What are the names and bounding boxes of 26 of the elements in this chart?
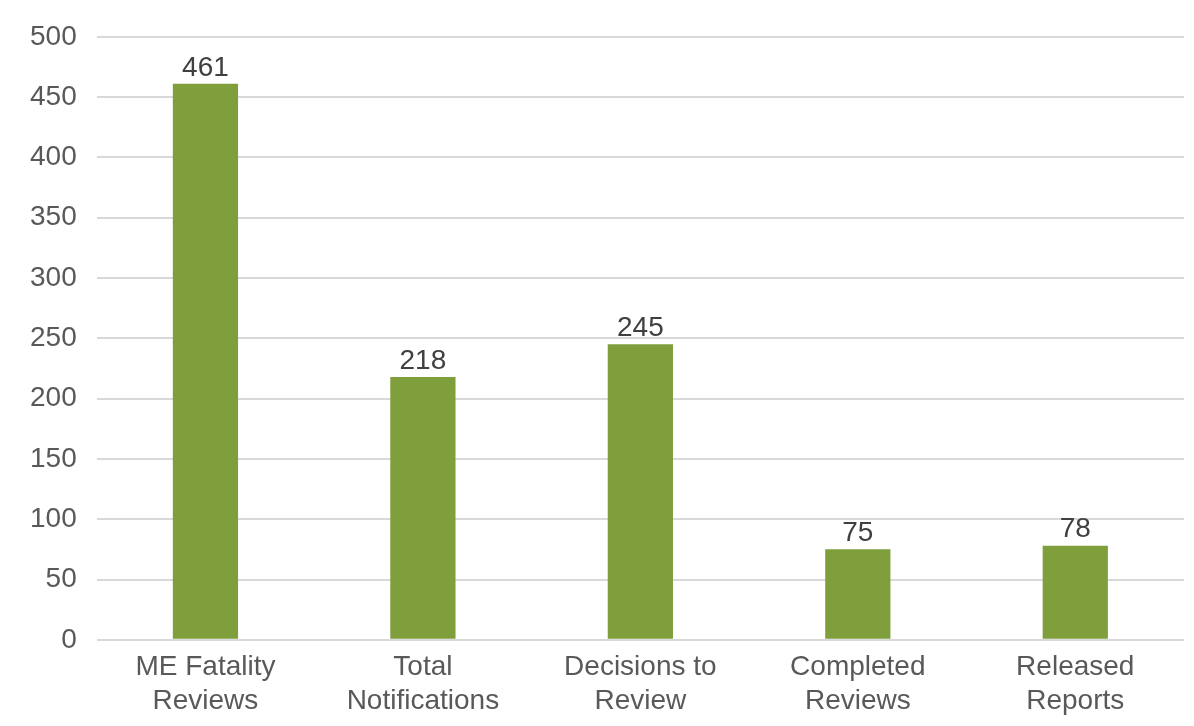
- bar: [825, 549, 891, 639]
- x-tick-label: Decisions to Review: [564, 650, 717, 715]
- y-tick-label: 400: [30, 140, 77, 172]
- data-label: 78: [1059, 512, 1091, 544]
- y-tick-label: 0: [61, 622, 77, 654]
- y-tick-label: 250: [30, 321, 77, 353]
- y-tick-label: 500: [30, 19, 77, 51]
- y-tick-label: 200: [30, 381, 77, 413]
- x-tick-label: Completed Reviews: [790, 650, 926, 715]
- y-tick-label: 450: [30, 79, 77, 111]
- x-tick-label: Released Reports: [1016, 650, 1135, 715]
- bar: [607, 344, 673, 639]
- data-label: 461: [182, 50, 229, 82]
- bar: [1042, 545, 1108, 639]
- y-tick-label: 300: [30, 260, 77, 292]
- data-label: 218: [399, 343, 447, 375]
- y-tick-label: 150: [30, 441, 77, 473]
- bar: [390, 376, 456, 639]
- y-tick-label: 50: [45, 562, 77, 594]
- data-label: 75: [842, 516, 874, 548]
- y-tick-label: 100: [30, 501, 77, 533]
- data-label: 245: [617, 311, 664, 343]
- x-tick-label: Total Notifications: [346, 650, 500, 715]
- y-tick-label: 350: [30, 200, 77, 232]
- x-tick-label: ME Fatality Reviews: [135, 650, 276, 715]
- bar: [172, 83, 239, 639]
